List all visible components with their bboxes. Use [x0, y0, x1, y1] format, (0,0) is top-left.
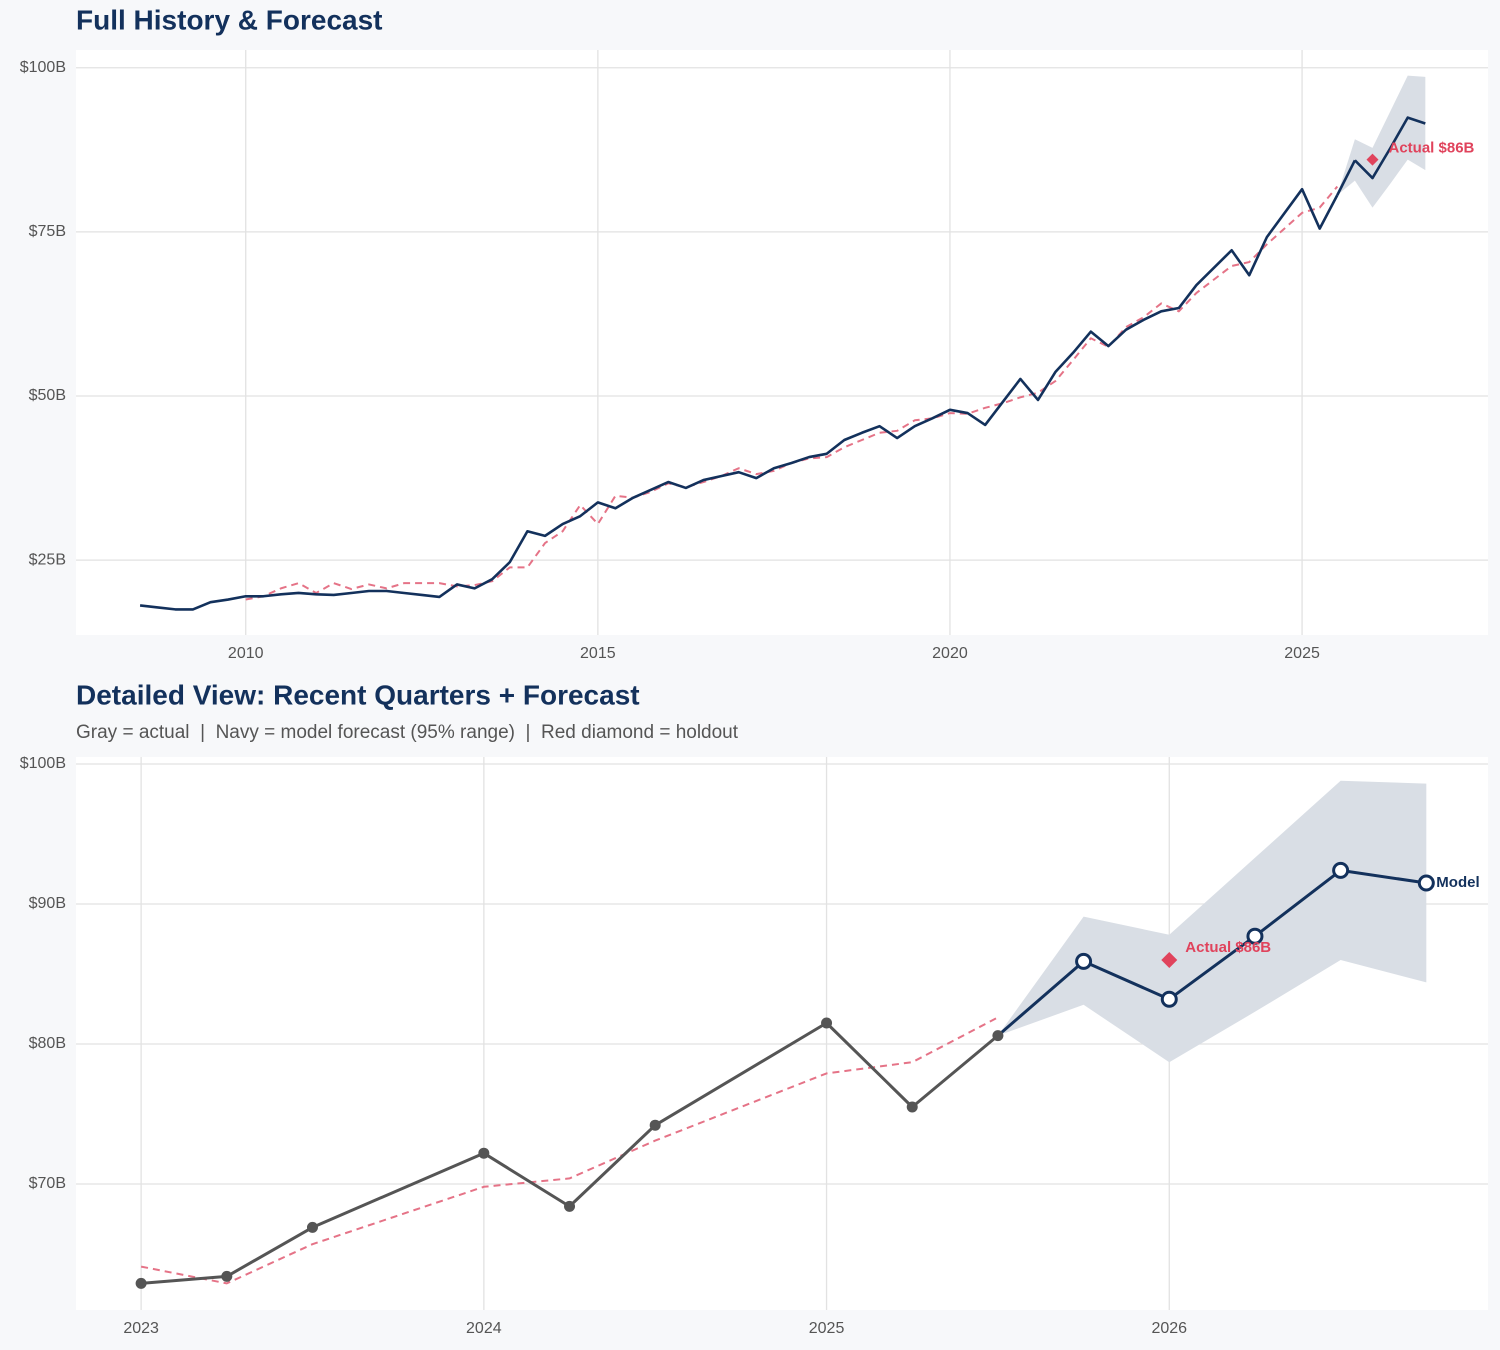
x-tick-label: 2026: [1151, 1320, 1187, 1337]
point: [649, 1119, 661, 1131]
connector: [996, 960, 1085, 1037]
chart-subtitle: Gray = actual | Navy = model forecast (9…: [76, 722, 739, 743]
point: [221, 1270, 233, 1282]
point: [906, 1101, 918, 1113]
x-tick-label: 2020: [932, 645, 968, 662]
plot-area: [76, 50, 1488, 635]
point: [821, 1017, 833, 1029]
y-tick-label: $50B: [29, 387, 66, 404]
x-tick-label: 2015: [580, 645, 616, 662]
holdout-label: Actual $86B: [1185, 939, 1271, 956]
point: [992, 1030, 1004, 1042]
x-tick-label: 2025: [809, 1320, 845, 1337]
point: [1246, 927, 1264, 945]
y-tick-label: $80B: [29, 1035, 66, 1052]
chart-title: Detailed View: Recent Quarters + Forecas…: [76, 679, 640, 710]
forecast-band: [997, 780, 1427, 1063]
point: [564, 1200, 576, 1212]
y-tick-label: $100B: [20, 59, 66, 76]
point: [478, 1147, 490, 1159]
plot-layer: [139, 75, 1426, 611]
y-tick-label: $70B: [29, 1175, 66, 1192]
fitted-line: [140, 1016, 999, 1285]
y-tick-label: $75B: [29, 223, 66, 240]
y-tick-label: $100B: [20, 755, 66, 772]
connector: [1336, 159, 1357, 196]
series-line: [1353, 116, 1426, 180]
point: [306, 1221, 318, 1233]
end-label: Model: [1436, 874, 1479, 891]
x-tick-label: 2024: [466, 1320, 502, 1337]
point: [135, 1277, 147, 1289]
x-tick-label: 2010: [228, 645, 264, 662]
chart-title: Full History & Forecast: [76, 4, 383, 35]
y-tick-label: $90B: [29, 895, 66, 912]
point: [1160, 990, 1178, 1008]
holdout-marker: [1161, 952, 1178, 968]
x-tick-label: 2023: [123, 1320, 159, 1337]
fitted-line: [245, 185, 1339, 601]
y-tick-label: $25B: [29, 551, 66, 568]
point: [1332, 861, 1350, 879]
holdout-label: Actual $86B: [1389, 140, 1475, 157]
x-tick-label: 2025: [1284, 645, 1320, 662]
series-line: [139, 187, 1339, 611]
point: [1417, 874, 1435, 892]
plot-area: [76, 757, 1488, 1310]
point: [1075, 952, 1093, 970]
holdout-marker: [1366, 153, 1379, 166]
forecast-band: [1337, 75, 1426, 208]
